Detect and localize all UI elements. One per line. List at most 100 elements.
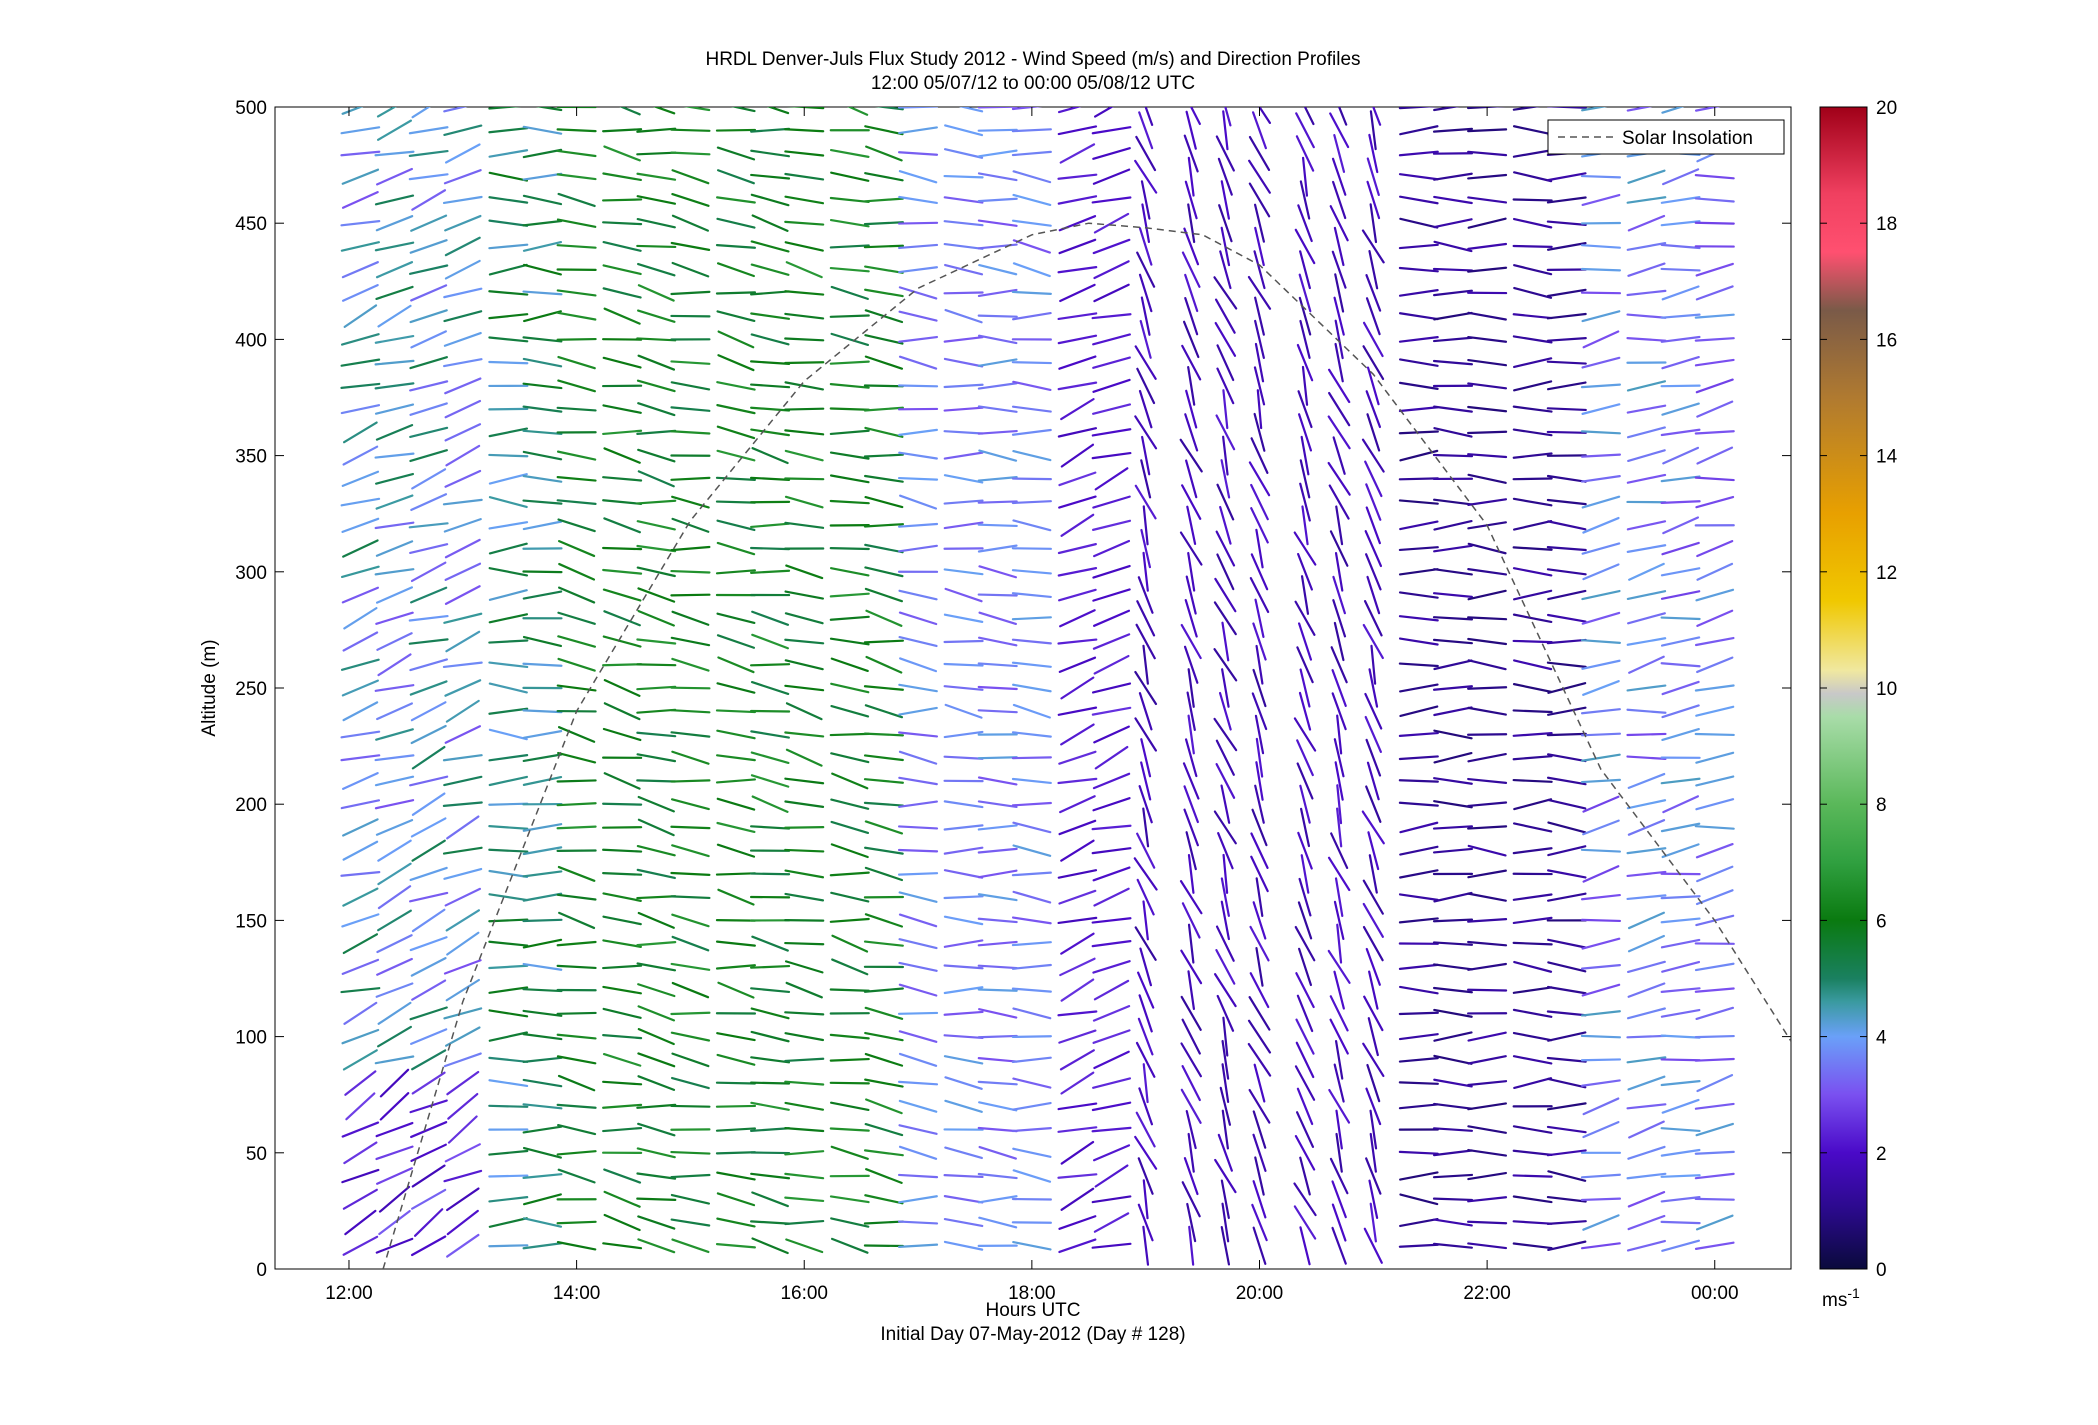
wind-barb — [716, 1192, 756, 1207]
wind-barb — [343, 1001, 378, 1025]
wind-barb — [1222, 435, 1229, 476]
wind-barb — [442, 195, 483, 205]
wind-barb — [1362, 902, 1384, 938]
wind-barb — [750, 193, 790, 207]
wind-barb — [1251, 808, 1268, 847]
wind-barb — [340, 987, 381, 994]
wind-barb — [1546, 568, 1587, 576]
wind-barb — [1546, 407, 1587, 412]
wind-barb — [637, 470, 675, 488]
wind-barb — [670, 593, 711, 597]
wind-barb — [488, 661, 529, 669]
wind-barb — [1213, 276, 1238, 310]
wind-barb — [1093, 1212, 1130, 1233]
wind-barb — [1695, 1006, 1735, 1020]
wind-barb — [1467, 686, 1508, 690]
wind-barb — [1512, 567, 1553, 577]
wind-barb — [376, 107, 397, 118]
wind-barb — [1058, 471, 1097, 487]
wind-barb — [1329, 1018, 1349, 1055]
wind-barb — [1547, 589, 1587, 601]
wind-barb — [977, 219, 1018, 227]
wind-barb — [488, 1217, 528, 1228]
wind-barb — [522, 520, 563, 531]
wind-barb — [1398, 1103, 1439, 1110]
wind-barb — [1398, 917, 1439, 924]
wind-barb — [716, 797, 756, 811]
wind-barb — [750, 522, 791, 529]
wind-barb — [829, 429, 870, 436]
wind-barb — [1091, 917, 1132, 924]
wind-barb — [603, 702, 641, 721]
wind-barb — [1011, 661, 1052, 668]
wind-barb — [1696, 400, 1734, 418]
wind-barb — [671, 1052, 710, 1068]
wind-barb — [1660, 196, 1701, 204]
wind-barb — [443, 775, 483, 787]
wind-barb — [944, 1146, 983, 1160]
wind-barb — [730, 107, 756, 113]
wind-barb — [671, 844, 710, 858]
wind-barb — [488, 496, 528, 509]
wind-barb — [1694, 1034, 1735, 1039]
wind-barb — [750, 774, 790, 788]
wind-barb — [1058, 1029, 1097, 1044]
y-tick-label: 200 — [235, 795, 267, 816]
wind-barb — [1362, 879, 1384, 915]
wind-barb — [1142, 505, 1149, 546]
wind-barb — [444, 399, 482, 419]
wind-barb — [442, 661, 483, 669]
wind-barb — [898, 611, 938, 626]
wind-barb — [1546, 288, 1587, 298]
wind-barb — [1331, 1180, 1347, 1219]
wind-barb — [556, 173, 597, 181]
wind-barb — [522, 1078, 563, 1088]
wind-barb — [784, 495, 824, 509]
wind-barb — [1580, 174, 1622, 179]
wind-barb — [410, 701, 447, 722]
wind-barb — [1058, 1238, 1097, 1254]
wind-barb — [1694, 684, 1735, 692]
wind-barb — [1332, 436, 1346, 475]
wind-barb — [864, 866, 904, 882]
wind-barb — [944, 308, 983, 324]
wind-barb — [1546, 1056, 1587, 1063]
wind-barb — [1213, 810, 1237, 845]
wind-barb — [1694, 174, 1735, 180]
wind-barb — [1183, 645, 1199, 684]
wind-barb — [636, 429, 677, 435]
wind-barb — [1582, 795, 1620, 813]
wind-barb — [670, 731, 711, 738]
wind-barb — [1221, 1109, 1229, 1150]
wind-barb — [1057, 638, 1098, 645]
wind-barb — [1467, 1148, 1508, 1157]
wind-barb — [1432, 918, 1474, 923]
wind-barb — [1398, 568, 1439, 576]
wind-barb — [1368, 668, 1379, 708]
wind-barb — [522, 988, 563, 993]
wind-barb — [784, 241, 824, 252]
wind-barb — [1218, 691, 1232, 731]
wind-barb — [864, 704, 904, 719]
wind-barb — [1093, 212, 1130, 234]
wind-barb — [1012, 262, 1051, 278]
wind-barb — [602, 1052, 642, 1067]
wind-barb — [1060, 513, 1095, 537]
wind-barb — [716, 425, 756, 440]
wind-barb — [1057, 567, 1098, 577]
wind-barb — [374, 150, 415, 157]
wind-barb — [379, 1092, 410, 1121]
wind-barb — [556, 406, 597, 412]
wind-barb — [784, 429, 825, 436]
x-tick-label: 12:00 — [325, 1283, 373, 1304]
wind-barb — [1252, 1133, 1267, 1172]
wind-barb — [522, 357, 563, 368]
wind-barb — [1298, 877, 1312, 917]
wind-barb — [1012, 1240, 1052, 1251]
wind-barb — [442, 846, 483, 855]
wind-barb — [1580, 453, 1622, 458]
wind-barb — [1134, 159, 1158, 194]
wind-barb — [1398, 243, 1439, 250]
wind-barb — [715, 940, 756, 947]
wind-barb — [1011, 987, 1052, 993]
